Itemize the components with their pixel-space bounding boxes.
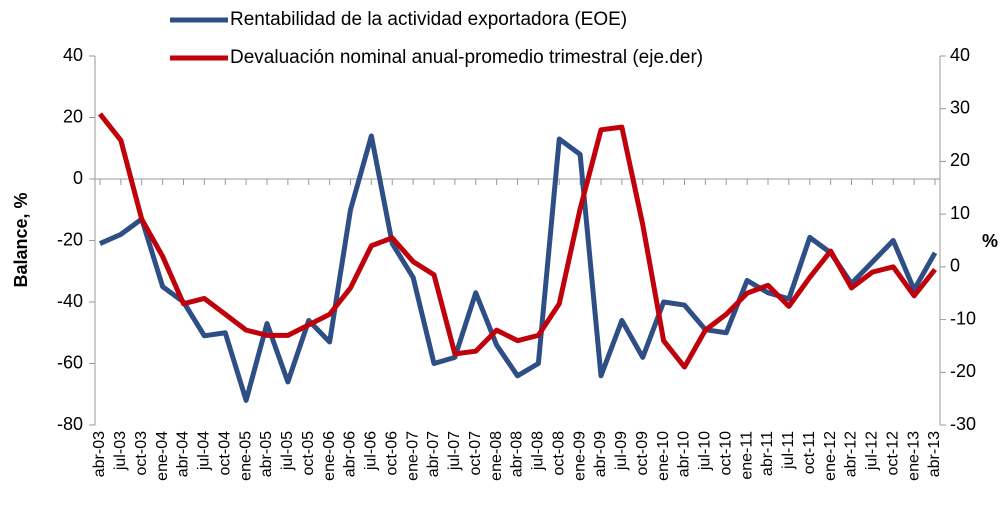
x-tick-label: ene-11 (738, 431, 755, 480)
x-tick-label: abr-05 (258, 431, 275, 477)
x-tick-label: oct-03 (133, 431, 150, 476)
series-line (98, 133, 938, 403)
legend-label: Devaluación nominal anual-promedio trime… (230, 47, 703, 68)
x-tick-label: abr-09 (592, 431, 609, 477)
x-tick-label: abr-08 (509, 431, 526, 477)
x-tick-label: ene-08 (488, 431, 505, 481)
x-tick-label: abr-04 (175, 431, 192, 477)
x-tick-label: ene-09 (571, 431, 588, 481)
x-tick-label: oct-12 (884, 431, 901, 476)
y2-tick-label: 10 (950, 203, 970, 223)
x-tick-label: ene-07 (404, 431, 421, 481)
y-tick-label: -80 (57, 414, 83, 434)
x-tick-label: jul-09 (613, 431, 630, 471)
y2-tick-label: 40 (950, 45, 970, 65)
x-tick-label: jul-08 (530, 431, 547, 471)
y-tick-label: -20 (57, 229, 83, 249)
x-tick-label: ene-06 (321, 431, 338, 481)
x-tick-label: ene-05 (237, 431, 254, 481)
x-tick-label: abr-13 (926, 431, 943, 477)
x-tick-label: oct-05 (300, 431, 317, 476)
x-tick-label: oct-07 (467, 431, 484, 476)
series-line (98, 112, 937, 370)
x-tick-label: jul-11 (780, 431, 797, 470)
y-tick-label: -40 (57, 291, 83, 311)
x-tick-label: abr-11 (759, 431, 776, 476)
x-tick-label: ene-13 (905, 431, 922, 481)
legend-label: Rentabilidad de la actividad exportadora… (230, 9, 627, 30)
y-axis-label: Balance, % (11, 192, 31, 287)
y2-tick-label: -10 (950, 308, 976, 328)
x-tick-label: oct-06 (383, 431, 400, 476)
y2-tick-label: -30 (950, 414, 976, 434)
x-tick-label: abr-03 (91, 431, 108, 477)
x-tick-label: jul-04 (196, 431, 213, 471)
x-tick-label: ene-12 (822, 431, 839, 481)
y2-axis-label: % (982, 231, 998, 251)
x-tick-label: ene-04 (154, 431, 171, 481)
x-tick-label: jul-10 (697, 431, 714, 471)
x-tick-label: oct-10 (717, 431, 734, 476)
x-tick-label: abr-10 (676, 431, 693, 477)
x-tick-label: jul-06 (363, 431, 380, 471)
y2-tick-label: 0 (950, 256, 960, 276)
y2-tick-label: 30 (950, 97, 970, 117)
y-tick-label: 0 (73, 168, 83, 188)
x-tick-label: jul-07 (446, 431, 463, 471)
x-tick-label: ene-10 (655, 431, 672, 481)
y2-tick-label: -20 (950, 361, 976, 381)
y-tick-label: 40 (63, 45, 83, 65)
x-tick-label: oct-08 (550, 431, 567, 476)
y-tick-label: 20 (63, 106, 83, 126)
y-tick-label: -60 (57, 352, 83, 372)
y2-tick-label: 20 (950, 150, 970, 170)
x-tick-label: jul-05 (279, 431, 296, 471)
x-tick-label: oct-11 (801, 431, 818, 474)
x-tick-label: oct-04 (216, 431, 233, 476)
x-tick-label: abr-07 (425, 431, 442, 477)
x-tick-label: jul-03 (112, 431, 129, 471)
x-tick-label: jul-12 (864, 431, 881, 471)
x-tick-label: abr-06 (342, 431, 359, 477)
x-tick-label: abr-12 (843, 431, 860, 477)
x-tick-label: oct-09 (634, 431, 651, 476)
